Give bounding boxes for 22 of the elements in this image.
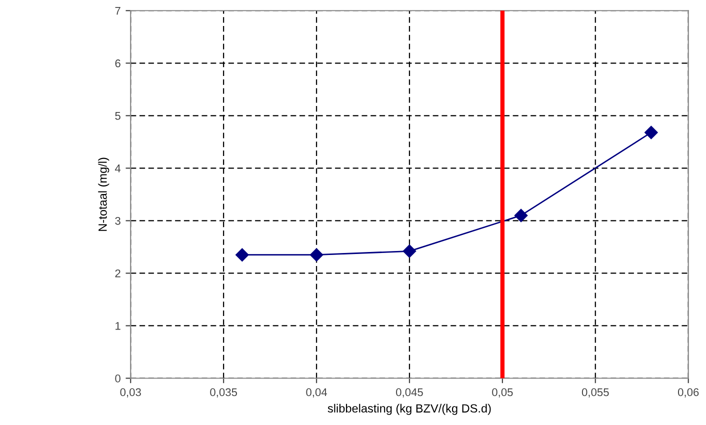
y-tick-label: 6 (115, 59, 120, 68)
point (402, 244, 416, 258)
x-tick-label: 0,035 (210, 388, 238, 398)
point (514, 208, 528, 222)
y-tick-label: 2 (115, 269, 120, 278)
point (236, 248, 249, 262)
y-tick-label: 0 (115, 374, 120, 382)
x-tick-label: 0,045 (396, 388, 423, 398)
y-axis-title: N-totaal (mg/l) (98, 158, 110, 231)
point (644, 126, 658, 140)
y-tick-label: 1 (116, 322, 120, 330)
x-tick-label: 0,04 (306, 388, 328, 398)
x-tick-label: 0,06 (678, 388, 699, 398)
y-tick-label: 5 (115, 112, 120, 120)
x-axis-title: slibbelasting (kg BZV/(kg DS.d) (328, 404, 491, 415)
y-tick-label: 4 (114, 164, 121, 172)
point (310, 248, 324, 262)
x-tick-label: 0,03 (120, 388, 141, 398)
y-tick-label: 3 (115, 216, 120, 225)
x-tick-label: 0,05 (492, 388, 513, 398)
y-tick-label: 7 (115, 7, 120, 15)
x-tick-label: 0,055 (582, 388, 609, 398)
